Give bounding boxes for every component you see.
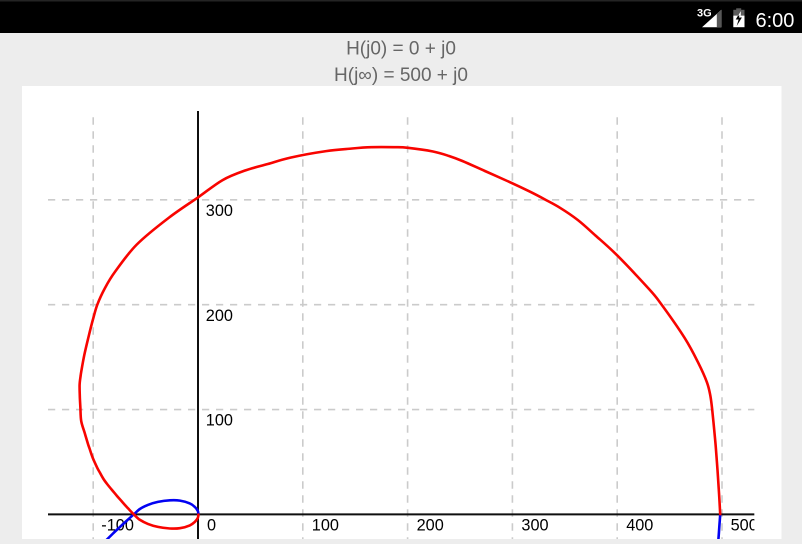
svg-text:100: 100 [206, 412, 233, 430]
svg-text:200: 200 [417, 517, 444, 535]
svg-text:H(j0) = 0 + j0: H(j0) = 0 + j0 [346, 38, 456, 59]
svg-text:100: 100 [312, 517, 339, 535]
svg-text:300: 300 [521, 517, 548, 535]
svg-text:500: 500 [731, 517, 758, 535]
svg-text:0: 0 [207, 517, 216, 535]
svg-text:6:00: 6:00 [756, 10, 795, 32]
svg-text:H(j∞) = 500 + j0: H(j∞) = 500 + j0 [334, 65, 468, 86]
svg-text:3G: 3G [697, 8, 712, 20]
svg-text:300: 300 [206, 202, 233, 220]
svg-text:400: 400 [626, 517, 653, 535]
svg-text:200: 200 [206, 307, 233, 325]
